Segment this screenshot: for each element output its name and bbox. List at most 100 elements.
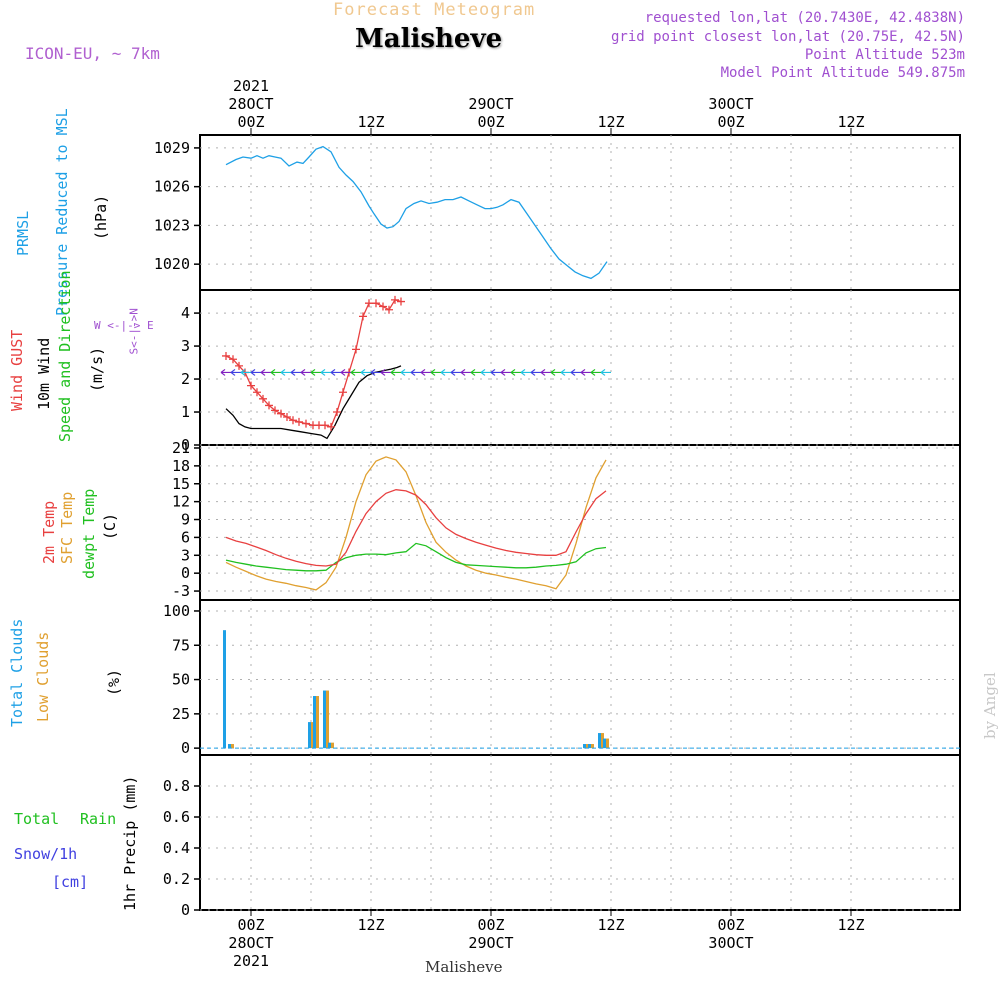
temp-dewpt-label: dewpt Temp — [80, 488, 98, 579]
wind-direction-arrow — [440, 368, 451, 376]
time-label: 12Z — [357, 113, 384, 131]
wind-direction-arrow — [330, 368, 341, 376]
time-label: 12Z — [837, 113, 864, 131]
time-label: 12Z — [357, 916, 384, 934]
wind-direction-arrow — [340, 368, 351, 376]
wind-direction-arrow — [310, 368, 321, 376]
point-altitude: Point Altitude 523m — [804, 47, 965, 63]
wind-gust-line — [225, 299, 402, 428]
y-tick-label: 1 — [181, 403, 190, 421]
y-tick-label: 3 — [181, 337, 190, 355]
y-tick-label: 50 — [172, 671, 190, 689]
y-tick-label: 18 — [172, 457, 190, 475]
time-label: 12Z — [597, 113, 624, 131]
wind-direction-arrow — [450, 368, 461, 376]
wind-gust-marker — [339, 388, 347, 397]
total-clouds-bar — [228, 744, 231, 749]
total-clouds-bar — [313, 696, 316, 749]
wind-direction-arrow — [480, 368, 491, 376]
total-clouds-bar — [323, 690, 326, 749]
total-clouds-bar — [588, 744, 591, 749]
wind-gust-marker — [365, 299, 373, 308]
wind-direction-arrow — [270, 368, 281, 376]
temp-2m-line — [225, 489, 607, 567]
y-tick-label: 6 — [181, 528, 190, 546]
wind-direction-arrow — [530, 368, 541, 376]
time-label: 00Z — [477, 916, 504, 934]
y-tick-label: 12 — [172, 493, 190, 511]
temp-unit: (C) — [101, 512, 119, 540]
wind-direction-arrow — [540, 368, 551, 376]
low-clouds-bar — [601, 733, 604, 749]
wind-direction-arrow — [320, 368, 331, 376]
wind-gust-marker — [302, 419, 310, 428]
sfc-temp-line — [225, 456, 607, 591]
time-label: 28OCT — [228, 95, 273, 113]
wind-gust-marker — [391, 295, 399, 304]
wind-direction-arrow — [510, 368, 521, 376]
model-point-altitude: Model Point Altitude 549.875m — [720, 65, 965, 81]
wind-direction-arrow — [290, 368, 301, 376]
precip-unit: 1hr Precip (mm) — [121, 775, 139, 911]
wind-direction-arrow — [420, 368, 431, 376]
y-tick-label: -3 — [172, 582, 190, 600]
wind-direction-arrow — [560, 368, 571, 376]
time-label: 2021 — [233, 952, 269, 970]
time-label: 29OCT — [468, 95, 513, 113]
time-label: 12Z — [597, 916, 624, 934]
total-clouds-bar — [603, 738, 606, 749]
wind-gust-marker — [397, 297, 405, 306]
wind-gust-marker — [283, 412, 291, 421]
time-label: 29OCT — [468, 934, 513, 952]
panel-frame-0 — [199, 134, 961, 291]
wind-direction-arrow — [550, 368, 561, 376]
y-tick-label: 21 — [172, 439, 190, 457]
wind-gust-marker — [333, 408, 341, 417]
low-clouds-bar — [231, 744, 234, 749]
y-tick-label: 9 — [181, 511, 190, 529]
wind-gust-marker — [253, 388, 261, 397]
time-label: 00Z — [717, 916, 744, 934]
pressure-label-a: PRMSL — [14, 210, 32, 256]
wind-direction-arrow — [570, 368, 581, 376]
wind-direction-arrow — [490, 368, 501, 376]
wind-gust-marker — [271, 406, 279, 415]
low-clouds-bar — [331, 742, 334, 749]
y-tick-label: 75 — [172, 636, 190, 654]
time-label: 00Z — [717, 113, 744, 131]
snow-unit: [cm] — [52, 873, 89, 891]
total-clouds-bar — [328, 742, 331, 749]
clouds-unit: (%) — [105, 668, 123, 696]
y-tick-label: 0 — [181, 739, 190, 757]
wind-direction-arrow — [500, 368, 511, 376]
wind-direction-arrow — [600, 368, 611, 376]
low-clouds-bar — [311, 722, 314, 749]
wind-gust-marker — [327, 422, 335, 431]
wind-unit: (m/s) — [88, 346, 106, 392]
wind-speed-dir-label: Speed and Direction — [56, 270, 74, 442]
grid-point-location: grid point closest lon,lat (20.75E, 42.5… — [610, 29, 965, 45]
wind-direction-arrow — [370, 368, 381, 376]
rain-label: Total — [14, 810, 60, 828]
total-clouds-bar — [583, 744, 586, 749]
y-tick-label: 0.4 — [163, 839, 190, 857]
temp-sfc-label: SFC Temp — [58, 491, 76, 564]
requested-location: requested lon,lat (20.7430E, 42.4838N) — [644, 10, 965, 26]
wind-direction-arrow — [250, 368, 261, 376]
wind-direction-arrow — [380, 368, 391, 376]
wind-direction-arrow — [240, 368, 251, 376]
wind-direction-arrow — [590, 368, 601, 376]
pressure-line — [225, 145, 608, 280]
wind-gust-marker — [259, 394, 267, 403]
y-tick-label: 1026 — [154, 178, 190, 196]
wind-direction-arrow — [580, 368, 591, 376]
y-tick-label: 15 — [172, 475, 190, 493]
wind-direction-arrow — [470, 368, 481, 376]
wind-direction-arrow — [360, 368, 371, 376]
time-label: 00Z — [237, 113, 264, 131]
wind-direction-arrow — [460, 368, 471, 376]
y-tick-label: 25 — [172, 705, 190, 723]
wind-compass-ew: W <-|-> E — [94, 319, 154, 332]
forecast-title: Forecast Meteogram — [333, 0, 536, 20]
